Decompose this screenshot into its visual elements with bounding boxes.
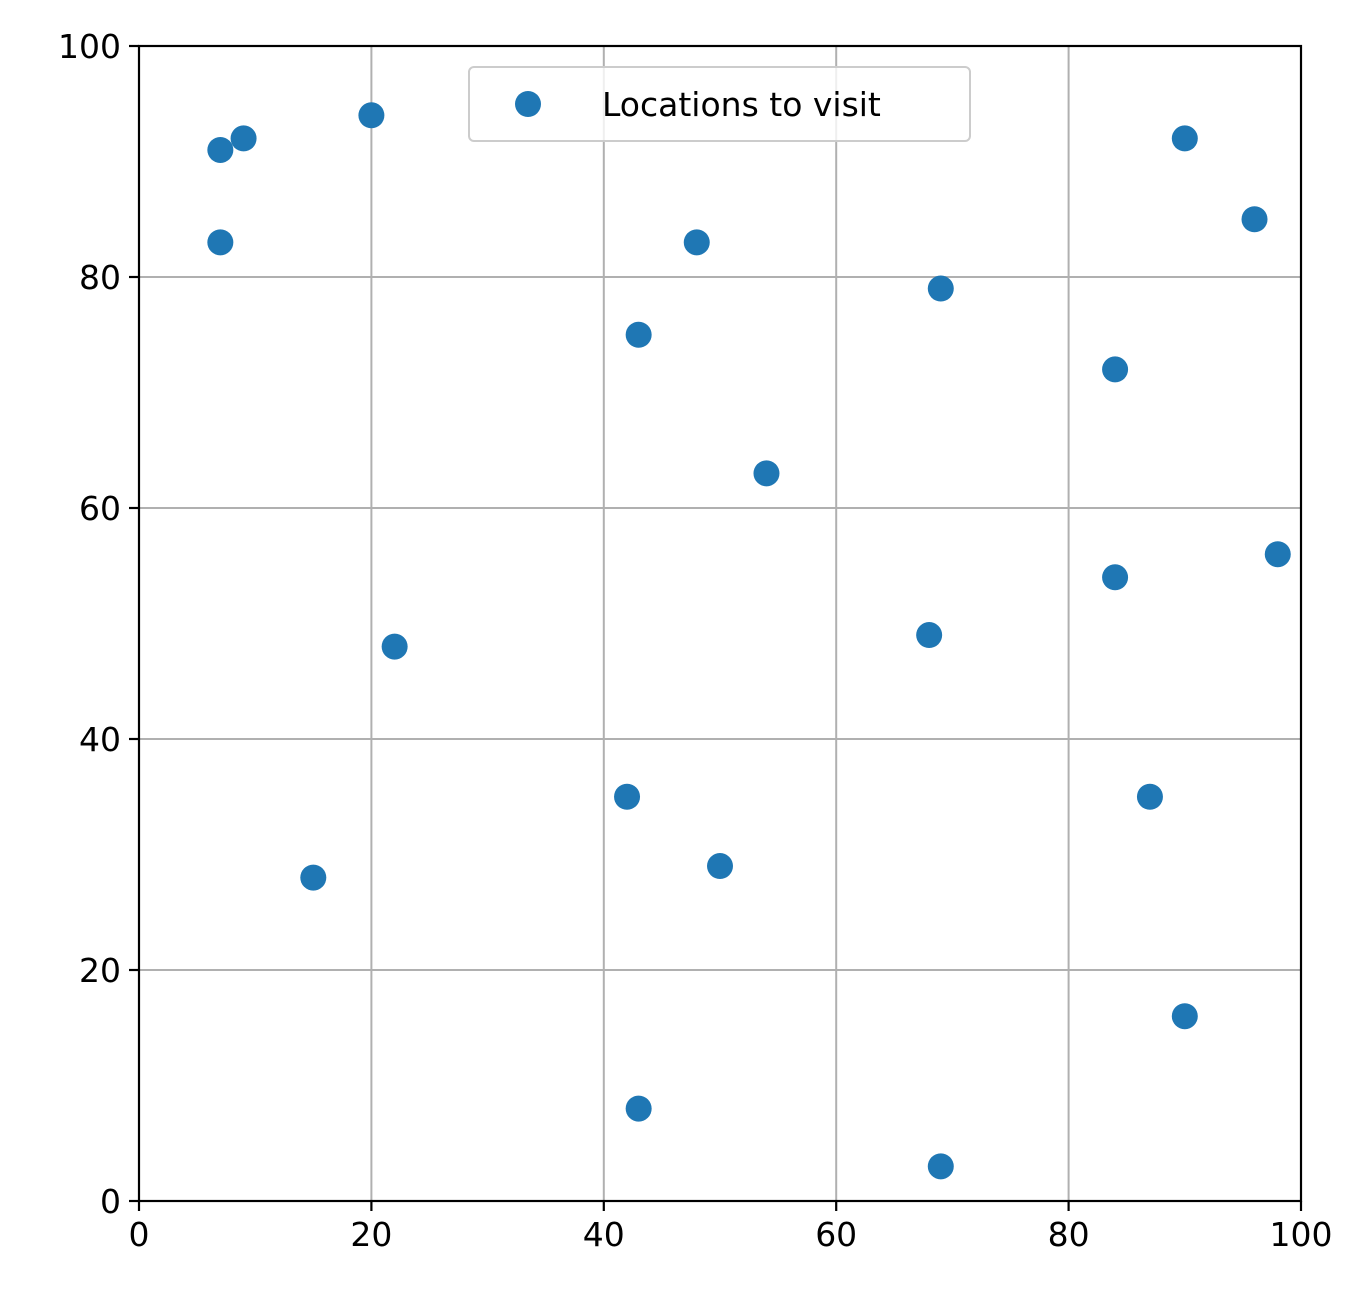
x-tick-label: 0 [129,1215,150,1254]
axes [137,44,1303,1203]
data-point [1102,356,1129,383]
data-point [683,229,710,256]
y-tick-label: 20 [79,951,121,990]
x-tick-label: 40 [583,1215,625,1254]
data-point [1171,1003,1198,1030]
x-tick-label: 100 [1270,1215,1333,1254]
y-tick-label: 80 [79,258,121,297]
data-point [358,102,385,129]
data-point [1102,564,1129,591]
data-point [207,229,234,256]
x-tick-label: 60 [815,1215,857,1254]
data-points [207,102,1291,1180]
data-point [927,1153,954,1180]
data-point [1136,783,1163,810]
legend-marker [515,91,541,117]
data-point [753,460,780,487]
axes-frame [137,44,1303,1203]
legend-box [468,66,971,142]
legend-label: Locations to visit [602,85,881,124]
y-tick-label: 100 [58,27,121,66]
plot-background [139,46,1301,1201]
data-point [1241,206,1268,233]
data-point [625,321,652,348]
data-point [300,864,327,891]
data-point [707,853,733,880]
x-tick-label: 20 [350,1215,392,1254]
y-tick-label: 40 [79,720,121,759]
x-tick-label: 80 [1048,1215,1090,1254]
data-point [927,275,954,302]
tick-labels: 0 20 40 60 80 100 0 20 40 60 80 100 [58,27,1333,1254]
data-point [916,622,943,649]
data-point [381,633,408,660]
data-point [625,1095,652,1122]
data-point [1264,541,1291,568]
y-tick-label: 60 [79,489,121,528]
legend: Locations to visit [468,66,971,142]
data-point [207,136,234,163]
data-point [230,125,257,152]
data-point [1171,125,1198,152]
data-point [614,783,641,810]
y-tick-label: 0 [100,1182,121,1221]
